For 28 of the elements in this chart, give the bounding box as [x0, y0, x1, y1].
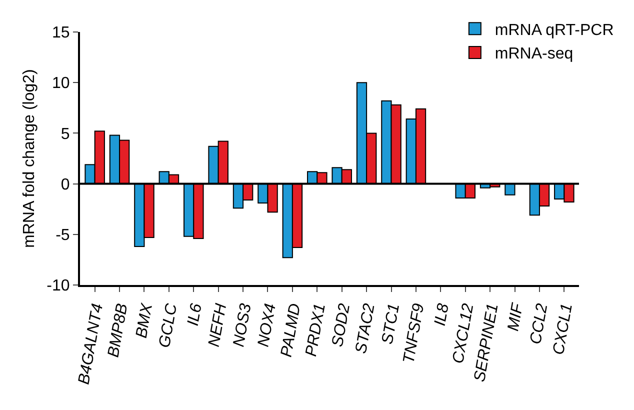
x-tick-label: SOD2 — [329, 302, 354, 348]
y-tick-label: -10 — [46, 278, 70, 295]
x-tick-label: MIF — [505, 301, 527, 332]
x-tick-label: NOX4 — [255, 302, 280, 348]
y-axis-title: mRNA fold change (log2) — [21, 69, 38, 248]
y-tick-label: 10 — [52, 75, 70, 92]
y-tick-label: 5 — [60, 126, 70, 143]
x-tick-label: NOS3 — [230, 302, 255, 348]
y-tick-label: 15 — [52, 24, 70, 42]
x-tick-label: BMP8B — [105, 302, 132, 359]
x-tick-label: CXCL12 — [450, 302, 478, 365]
y-tick-label: -5 — [56, 227, 70, 244]
x-tick-label: PRDX1 — [302, 302, 329, 358]
legend-label: mRNA-seq — [494, 46, 574, 63]
x-tick-label: CCL2 — [527, 302, 552, 346]
x-tick-label: B4GALNT4 — [76, 302, 107, 386]
x-tick-label: STAC2 — [352, 302, 378, 355]
x-tick-label: CXCL1 — [550, 302, 576, 356]
x-tick-label: STC1 — [379, 302, 404, 346]
x-tick-label: BMX — [133, 301, 156, 340]
x-tick-label: TNFSF9 — [400, 302, 428, 365]
x-tick-label: IL6 — [184, 302, 206, 328]
x-tick-label: GCLC — [156, 302, 181, 350]
x-tick-label: IL8 — [432, 302, 452, 328]
legend-label: mRNA qRT-PCR — [494, 22, 614, 39]
y-tick-label: 0 — [60, 176, 70, 194]
x-tick-label: NEFH — [206, 302, 230, 348]
x-tick-label: PALMD — [278, 302, 304, 358]
